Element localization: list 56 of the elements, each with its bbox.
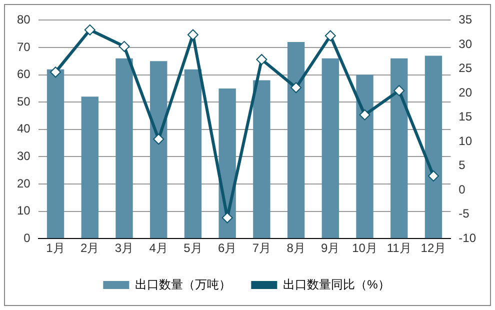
bar <box>116 58 133 238</box>
point <box>187 29 198 40</box>
point <box>256 54 268 66</box>
y-tick-label: 60 <box>16 67 31 82</box>
bar <box>356 74 374 238</box>
point <box>428 170 439 182</box>
x-tick-label: 5月 <box>184 241 202 256</box>
y2-tick-label: 5 <box>458 158 466 172</box>
y-tick-label: 50 <box>16 94 31 108</box>
point <box>222 212 233 224</box>
y2-tick-label: 30 <box>458 36 472 51</box>
legend-label: 出口数量同比（%） <box>283 277 390 292</box>
x-tick-label: 3月 <box>114 241 134 256</box>
bar <box>150 61 168 238</box>
x-tick-label: 2月 <box>80 241 100 256</box>
x-tick-label: 7月 <box>252 241 272 256</box>
point <box>153 134 164 145</box>
x-tick-label: 11月 <box>386 241 412 256</box>
bar <box>424 56 442 238</box>
bar <box>81 96 98 238</box>
bar <box>46 69 64 238</box>
point <box>118 40 130 52</box>
y2-tick-label: 10 <box>458 134 472 148</box>
x-tick-label: 10月 <box>352 241 378 256</box>
bar <box>390 58 408 238</box>
y-tick-label: 20 <box>16 176 31 190</box>
y-tick-label: 0 <box>24 230 31 245</box>
y2-tick-label: 0 <box>458 182 466 196</box>
point <box>324 30 336 42</box>
bar <box>287 42 305 238</box>
y2-tick-label: -5 <box>458 206 470 221</box>
y2-tick-label: 15 <box>458 110 472 124</box>
x-tick-label: 4月 <box>149 241 168 256</box>
y2-tick-label: 20 <box>458 85 472 100</box>
point <box>394 85 405 96</box>
legend-label: 出口数量（万吨） <box>135 277 232 292</box>
x-tick-label: 1月 <box>46 241 65 256</box>
point <box>84 24 96 36</box>
x-tick-label: 8月 <box>286 241 306 256</box>
y2-tick-label: 25 <box>458 61 472 76</box>
bar <box>253 80 270 238</box>
bar <box>184 69 202 238</box>
bar <box>322 58 339 238</box>
y2-tick-label: -10 <box>458 230 476 245</box>
y-tick-label: 70 <box>16 40 31 54</box>
y-tick-label: 80 <box>16 12 31 27</box>
y-tick-label: 40 <box>16 122 31 136</box>
x-tick-label: 6月 <box>218 241 237 256</box>
y2-tick-label: 35 <box>458 12 472 27</box>
y-tick-label: 10 <box>16 204 31 218</box>
point <box>359 109 370 120</box>
x-tick-label: 9月 <box>321 241 340 256</box>
point <box>50 66 62 78</box>
y-tick-label: 30 <box>16 149 31 164</box>
point <box>290 82 302 94</box>
x-tick-label: 12月 <box>420 241 446 256</box>
